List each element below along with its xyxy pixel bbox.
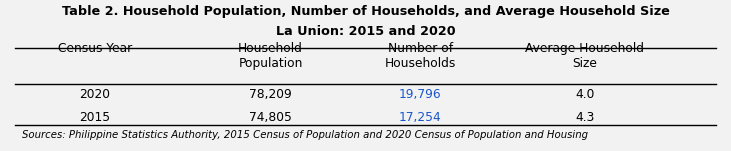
Text: 74,805: 74,805	[249, 111, 292, 124]
Text: 78,209: 78,209	[249, 88, 292, 101]
Text: 17,254: 17,254	[399, 111, 442, 124]
Text: La Union: 2015 and 2020: La Union: 2015 and 2020	[276, 25, 455, 38]
Text: 2020: 2020	[80, 88, 110, 101]
Text: 4.3: 4.3	[575, 111, 594, 124]
Text: 4.0: 4.0	[575, 88, 594, 101]
Text: Sources: Philippine Statistics Authority, 2015 Census of Population and 2020 Cen: Sources: Philippine Statistics Authority…	[22, 130, 588, 140]
Text: 19,796: 19,796	[399, 88, 442, 101]
Text: 2015: 2015	[80, 111, 110, 124]
Text: Average Household
Size: Average Household Size	[526, 42, 644, 70]
Text: Number of
Households: Number of Households	[385, 42, 456, 70]
Text: Table 2. Household Population, Number of Households, and Average Household Size: Table 2. Household Population, Number of…	[61, 5, 670, 18]
Text: Census Year: Census Year	[58, 42, 132, 55]
Text: Household
Population: Household Population	[238, 42, 303, 70]
